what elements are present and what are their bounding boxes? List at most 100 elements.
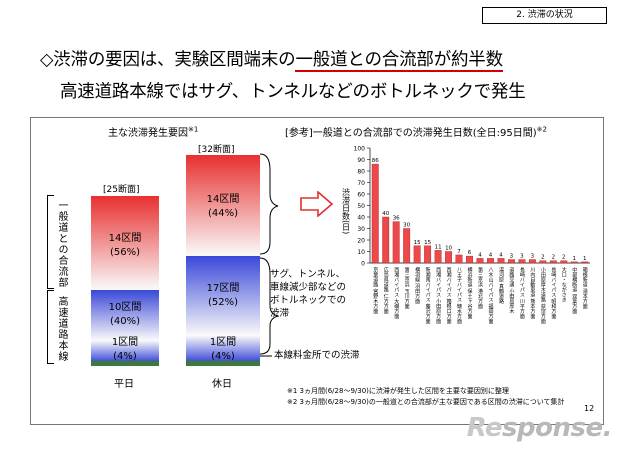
bar	[445, 251, 453, 264]
category-label: 八王子バイパス 鑓水方面	[456, 267, 462, 325]
holiday-bottleneck-count: 17区間	[206, 283, 240, 294]
footnotes: ※1 3ヵ月間(6/28〜9/30)に渋滞が発生した区間を主要な要因別に整理 ※…	[287, 386, 565, 408]
category-label: 小田原厚木道路 荻窪方面	[540, 266, 546, 325]
data-label: 4	[499, 252, 503, 258]
category-label: 横羽線 羽田方面	[414, 266, 420, 305]
weekday-toll-count: 1区間	[111, 337, 139, 348]
right-chart-title-note: ※2	[536, 125, 547, 134]
holiday-bottleneck-pct: (52%)	[207, 297, 239, 308]
y-tick-label: 20	[357, 238, 365, 245]
holiday-merge-segment	[186, 155, 260, 256]
logo-rest: sponse.	[502, 413, 612, 443]
bottleneck-annotation-line2: 車線減少部などの	[270, 282, 347, 293]
bar	[476, 258, 484, 264]
group-label-merge: 一般道との合流部	[56, 200, 67, 288]
holiday-bottleneck-label: 17区間 (52%)	[186, 282, 260, 310]
weekday-bottleneck-label: 10区間 (40%)	[91, 301, 159, 329]
category-label: 西湘バイパス 小田原方面	[435, 267, 441, 325]
y-tick-label: 30	[357, 226, 365, 233]
y-tick-label: 100	[354, 146, 366, 153]
holiday-toll-pct: (4%)	[211, 351, 235, 362]
holiday-mainline-segment	[186, 256, 260, 362]
y-tick-label: 0	[361, 261, 365, 268]
holiday-merge-label: 14区間 (44%)	[186, 193, 260, 221]
y-tick-label: 50	[357, 203, 365, 210]
bar	[497, 258, 505, 264]
weekday-bottleneck-pct: (40%)	[109, 316, 141, 327]
bar	[392, 221, 400, 264]
holiday-label: 休日	[212, 379, 232, 390]
data-label: 11	[435, 244, 442, 250]
data-label: 6	[468, 250, 472, 256]
bar	[424, 245, 432, 264]
y-tick-label: 60	[357, 192, 365, 199]
category-label: 中部横断道 双葉方面	[571, 266, 577, 315]
category-label: 湯河原 真鶴道路	[498, 266, 504, 305]
right-chart-title: [参考]一般道との合流部での渋滞発生日数(全日:95日間)※2	[285, 124, 547, 139]
bottleneck-annotation-line3: ボトルネックでの	[270, 295, 347, 306]
bar	[403, 228, 411, 264]
bar	[549, 260, 557, 264]
merge-days-bar-chart: 渋滞日数(日) 0 10 20 30 40 50 60 70 80 90 100 86 京葉道路 宮野木方…	[342, 146, 590, 325]
mainline-bracket	[47, 290, 54, 364]
weekday-toll-label: 1区間 (4%)	[91, 336, 159, 364]
holiday-total-label: [32断面]	[198, 145, 235, 155]
data-label: 40	[382, 211, 389, 217]
category-label: 第三京浜 港北方面	[477, 266, 483, 310]
page-title-line1: ◇渋滞の要因は、実験区間端末の一般道との合流部が約半数	[40, 46, 503, 72]
bar	[518, 259, 526, 264]
bar	[507, 259, 515, 264]
category-label: 大口・ながさき	[561, 266, 567, 302]
category-label: 箱根新道 湯本方面	[582, 266, 588, 310]
data-label: 15	[414, 240, 421, 246]
weekday-merge-count: 14区間	[108, 233, 142, 244]
data-label: 30	[403, 223, 410, 229]
data-label: 86	[372, 158, 379, 164]
bar	[487, 258, 494, 264]
bar	[560, 260, 568, 264]
data-label: 3	[531, 254, 535, 260]
bar	[539, 260, 547, 264]
left-chart-title: 主な渋滞発生要因※1	[108, 124, 198, 139]
bottleneck-annotation-line4: 渋滞	[270, 308, 290, 319]
title-highlight: 一般道との合流部が約半数	[295, 50, 503, 72]
data-label: 2	[541, 255, 545, 261]
logo-re: Re	[466, 413, 503, 443]
category-label: 西湘バイパス 大磯方面	[393, 267, 399, 320]
bar	[371, 163, 379, 264]
footnote-1: ※1 3ヵ月間(6/28〜9/30)に渋滞が発生した区間を主要な要因別に整理	[287, 387, 509, 395]
bar	[434, 250, 442, 264]
category-label: 道路交通 小田原厚木	[508, 266, 514, 315]
bar	[455, 254, 463, 264]
data-label: 4	[478, 252, 482, 258]
holiday-merge-pct: (44%)	[207, 208, 239, 219]
weekday-merge-segment	[91, 196, 159, 290]
category-label: 八木山バイパス 福岡方面	[487, 267, 493, 325]
y-tick-label: 80	[357, 169, 365, 176]
bar	[382, 216, 390, 264]
response-logo: Response.	[466, 413, 613, 443]
holiday-toll-label: 1区間 (4%)	[186, 336, 260, 364]
footnote-2: ※2 3ヵ月間(6/28〜9/30)の一般道との合流部が主な要因である区間の渋滞…	[287, 398, 565, 406]
category-label: 京葉道路 宮野木方面	[372, 266, 378, 315]
category-label: 長崎バイパス 川平方面	[519, 267, 525, 320]
data-label: 3	[520, 254, 524, 260]
bottleneck-annotation: サグ、トンネル、 車線減少部などの ボトルネックでの 渋滞	[270, 268, 346, 320]
y-axis-label: 渋滞日数(日)	[342, 187, 351, 234]
weekday-merge-label: 14区間 (56%)	[91, 232, 159, 260]
left-chart-title-text: 主な渋滞発生要因	[108, 128, 188, 139]
bar	[570, 261, 578, 264]
weekday-base-strip	[91, 361, 159, 366]
data-label: 36	[393, 216, 400, 222]
category-label: 横浜新道 保土ヶ谷方面	[467, 266, 473, 320]
data-label: 1	[583, 256, 587, 262]
left-chart-title-note: ※1	[188, 125, 199, 134]
y-tick-label: 40	[357, 215, 365, 222]
data-label: 7	[457, 249, 461, 255]
weekday-total-label: [25断面]	[103, 185, 140, 195]
holiday-base-strip	[186, 361, 260, 366]
page-title-line2: 高速道路本線ではサグ、トンネルなどのボトルネックで発生	[60, 82, 526, 102]
data-label: 10	[445, 246, 452, 252]
weekday-toll-pct: (4%)	[113, 351, 137, 362]
arrow-right-icon	[300, 191, 334, 217]
